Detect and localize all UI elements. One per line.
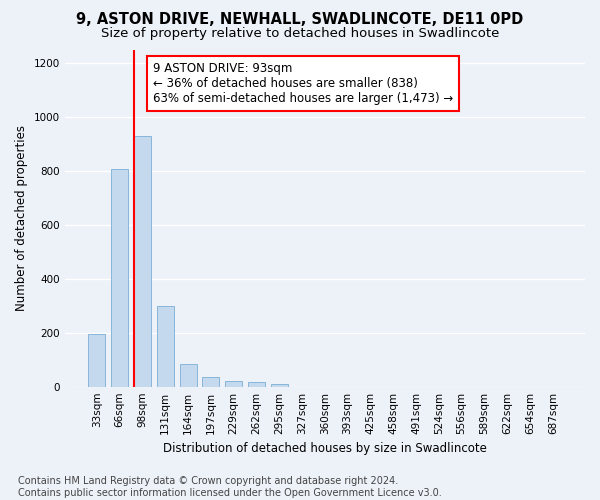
- Bar: [111, 168, 128, 386]
- Text: 9 ASTON DRIVE: 93sqm
← 36% of detached houses are smaller (838)
63% of semi-deta: 9 ASTON DRIVE: 93sqm ← 36% of detached h…: [153, 62, 454, 105]
- Text: Size of property relative to detached houses in Swadlincote: Size of property relative to detached ho…: [101, 28, 499, 40]
- Text: 9, ASTON DRIVE, NEWHALL, SWADLINCOTE, DE11 0PD: 9, ASTON DRIVE, NEWHALL, SWADLINCOTE, DE…: [76, 12, 524, 28]
- Bar: [202, 378, 220, 386]
- Bar: [179, 364, 197, 386]
- Bar: [271, 384, 288, 386]
- Bar: [88, 334, 106, 386]
- Bar: [225, 382, 242, 386]
- Bar: [157, 306, 174, 386]
- Bar: [134, 136, 151, 386]
- Text: Contains HM Land Registry data © Crown copyright and database right 2024.
Contai: Contains HM Land Registry data © Crown c…: [18, 476, 442, 498]
- Y-axis label: Number of detached properties: Number of detached properties: [15, 126, 28, 312]
- Bar: [248, 382, 265, 386]
- X-axis label: Distribution of detached houses by size in Swadlincote: Distribution of detached houses by size …: [163, 442, 487, 455]
